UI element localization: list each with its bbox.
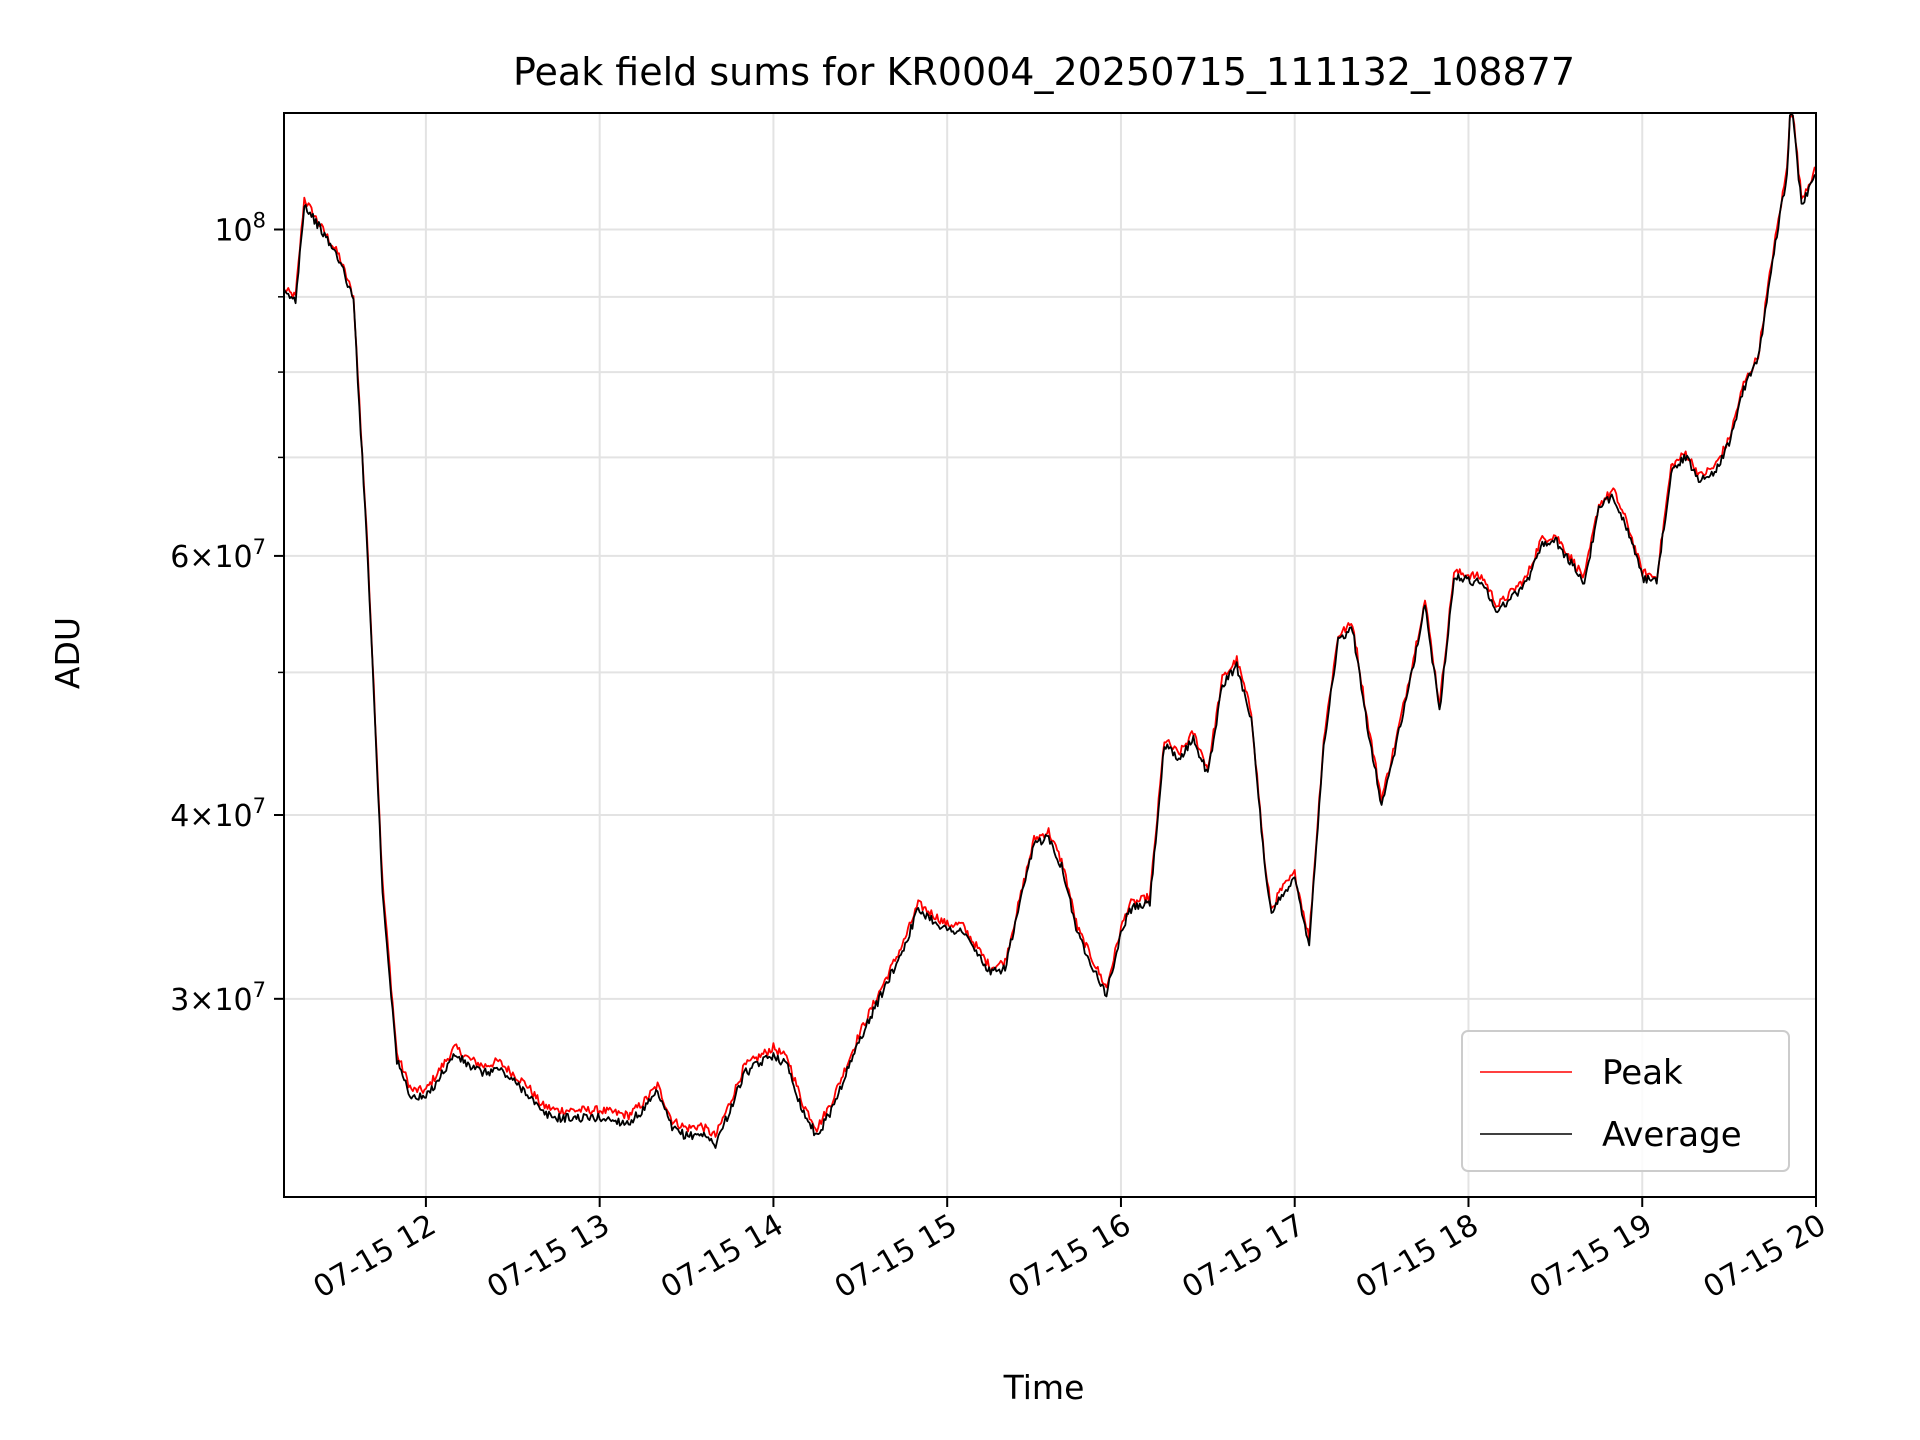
y-tick-label: 4×107 bbox=[170, 794, 266, 834]
y-tick-label: 3×107 bbox=[170, 978, 266, 1018]
plot-frame bbox=[283, 112, 1817, 1198]
series-layer bbox=[284, 113, 1816, 1149]
legend-box bbox=[1461, 1030, 1790, 1172]
legend-label-average: Average bbox=[1602, 1115, 1742, 1155]
chart-title: Peak field sums for KR0004_20250715_1111… bbox=[513, 50, 1575, 94]
legend: Peak Average bbox=[1461, 1030, 1790, 1172]
y-tick-label: 6×107 bbox=[170, 535, 266, 575]
y-axis-label: ADU bbox=[48, 617, 87, 689]
legend-label-peak: Peak bbox=[1602, 1053, 1683, 1093]
x-axis-label: Time bbox=[1003, 1368, 1085, 1407]
series-line-peak bbox=[284, 114, 1816, 1138]
y-tick-label: 108 bbox=[214, 209, 266, 249]
series-line-average bbox=[284, 113, 1816, 1149]
